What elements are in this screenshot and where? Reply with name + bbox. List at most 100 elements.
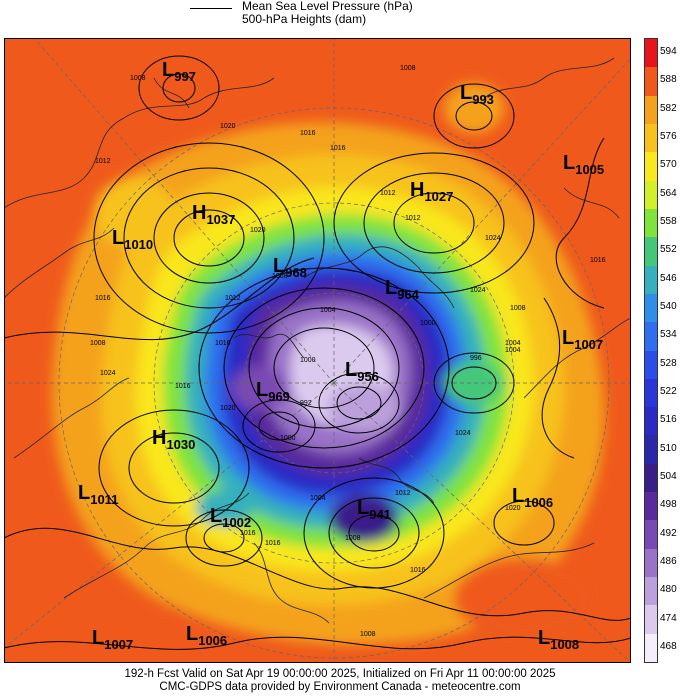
isobar-value-label: 1004 — [505, 347, 521, 354]
colorbar-tick-label: 564 — [660, 187, 677, 199]
colorbar-swatch — [645, 463, 657, 493]
low-pressure-label: L968 — [273, 255, 307, 280]
isobar-value-label: 1012 — [380, 190, 396, 197]
high-pressure-label: H1030 — [152, 427, 195, 452]
isobar-value-label: 1008 — [272, 273, 288, 280]
colorbar-swatch — [645, 152, 657, 182]
isobar-value-label: 992 — [300, 400, 312, 407]
isobar-value-label: 1020 — [220, 405, 236, 412]
colorbar-tick-label: 534 — [660, 329, 677, 341]
isobar-value-label: 1016 — [590, 257, 606, 264]
low-pressure-label: L1002 — [210, 505, 251, 530]
isobars — [4, 55, 631, 650]
colorbar-tick-label: 492 — [660, 527, 677, 539]
isobar-value-label: 1012 — [95, 158, 111, 165]
colorbar-tick-label: 504 — [660, 470, 677, 482]
colorbar-swatch — [645, 237, 657, 267]
isobar-value-label: 1000 — [300, 357, 316, 364]
isobar-value-label: 1004 — [310, 495, 326, 502]
isobar-value-label: 1020 — [220, 123, 236, 130]
low-pressure-label: L1006 — [186, 623, 227, 648]
lat-lon-graticule — [4, 38, 631, 663]
isobar-value-label: 1024 — [485, 235, 501, 242]
colorbar-tick-label: 510 — [660, 442, 677, 454]
high-pressure-label: H1027 — [410, 179, 453, 204]
low-pressure-label: L941 — [357, 497, 391, 522]
legend-header: Mean Sea Level Pressure (hPa) 500-hPa He… — [0, 0, 680, 38]
map-frame — [4, 38, 631, 663]
colorbar-tick-label: 468 — [660, 640, 677, 652]
colorbar-swatch — [645, 633, 657, 663]
low-pressure-label: L964 — [385, 277, 420, 302]
isobar-value-label: 1024 — [100, 370, 116, 377]
low-pressure-label: L1006 — [512, 485, 553, 510]
isobar-value-label: 1012 — [395, 490, 411, 497]
heights-legend-label: 500-hPa Heights (dam) — [242, 12, 367, 26]
mslp-legend-label: Mean Sea Level Pressure (hPa) — [242, 0, 413, 13]
isobar-value-label: 1008 — [360, 631, 376, 638]
isobar-value-label: 1016 — [240, 530, 256, 537]
isobar-value-label: 1016 — [175, 383, 191, 390]
colorbar-swatch — [645, 577, 657, 606]
colorbar-tick-label: 516 — [660, 414, 677, 426]
low-pressure-label: L969 — [256, 379, 290, 404]
mslp-legend-line-swatch — [190, 8, 232, 9]
low-pressure-label: L997 — [162, 59, 196, 84]
isobar-value-label: 1000 — [420, 320, 436, 327]
colorbar-tick-label: 540 — [660, 301, 677, 313]
colorbar-swatch — [645, 492, 657, 521]
isobar-value-label: 1016 — [330, 145, 346, 152]
isobar-value-label: 1008 — [345, 535, 361, 542]
low-pressure-label: L1011 — [78, 482, 118, 507]
low-pressure-label: L993 — [460, 82, 494, 107]
colorbar-swatch — [645, 322, 657, 351]
colorbar-tick-label: 528 — [660, 357, 677, 369]
low-pressure-label: L956 — [345, 359, 379, 384]
isobar-value-label: 1016 — [95, 295, 111, 302]
isobar-value-label: 1016 — [300, 130, 316, 137]
isobar-value-label: 1020 — [505, 505, 521, 512]
isobar-value-label: 1016 — [265, 540, 281, 547]
colorbar-tick-label: 558 — [660, 216, 677, 228]
colorbar-swatch — [645, 123, 657, 153]
isobar-value-label: 1020 — [250, 227, 266, 234]
colorbar-swatch — [645, 435, 657, 465]
colorbar-swatch — [645, 605, 657, 635]
colorbar-swatch — [645, 350, 657, 380]
colorbar-tick-label: 522 — [660, 385, 677, 397]
low-pressure-label: L1005 — [563, 152, 604, 177]
colorbar-swatch — [645, 39, 657, 68]
colorbar-swatch — [645, 378, 657, 408]
height-colorbar — [644, 38, 658, 663]
colorbar-tick-label: 474 — [660, 612, 677, 624]
isobar-value-label: 1024 — [470, 287, 486, 294]
colorbar-swatch — [645, 293, 657, 323]
data-credit-text: CMC-GDPS data provided by Environment Ca… — [159, 681, 521, 693]
isobar-value-label: 996 — [470, 355, 482, 362]
isobar-value-label: 1012 — [405, 215, 421, 222]
forecast-map: 1008 1008 1016 1024 1020 1012 1012 1016 1024 1016… — [4, 38, 631, 663]
isobar-labels: 1008 1008 1016 1024 1020 1012 1012 1016 1024 1016… — [90, 65, 606, 638]
isobar-value-label: 1000 — [280, 435, 296, 442]
colorbar-tick-label: 546 — [660, 272, 677, 284]
colorbar-tick-label: 594 — [660, 46, 677, 58]
colorbar-swatch — [645, 407, 657, 436]
isobar-value-label: 1012 — [225, 295, 241, 302]
colorbar-swatch — [645, 95, 657, 125]
pressure-system-labels: L997 L993 L1005 H1027 H1037 L1010 L968 L964 L100… — [78, 59, 604, 652]
isobar-value-label: 1004 — [505, 340, 521, 347]
colorbar-swatch — [645, 208, 657, 238]
colorbar-swatch — [645, 265, 657, 295]
low-pressure-label: L1007 — [562, 327, 603, 352]
colorbar-swatch — [645, 67, 657, 97]
colorbar-tick-label: 486 — [660, 555, 677, 567]
high-pressure-label: H1037 — [192, 202, 235, 227]
isobar-value-label: 1016 — [410, 567, 426, 574]
low-pressure-label: L1010 — [112, 227, 153, 252]
colorbar-tick-label: 576 — [660, 131, 677, 143]
isobar-value-label: 1008 — [400, 65, 416, 72]
forecast-valid-text: 192-h Fcst Valid on Sat Apr 19 00:00:00 … — [124, 668, 556, 680]
coastlines — [4, 57, 631, 624]
isobar-value-label: 1008 — [510, 305, 526, 312]
low-pressure-label: L1008 — [538, 627, 579, 652]
